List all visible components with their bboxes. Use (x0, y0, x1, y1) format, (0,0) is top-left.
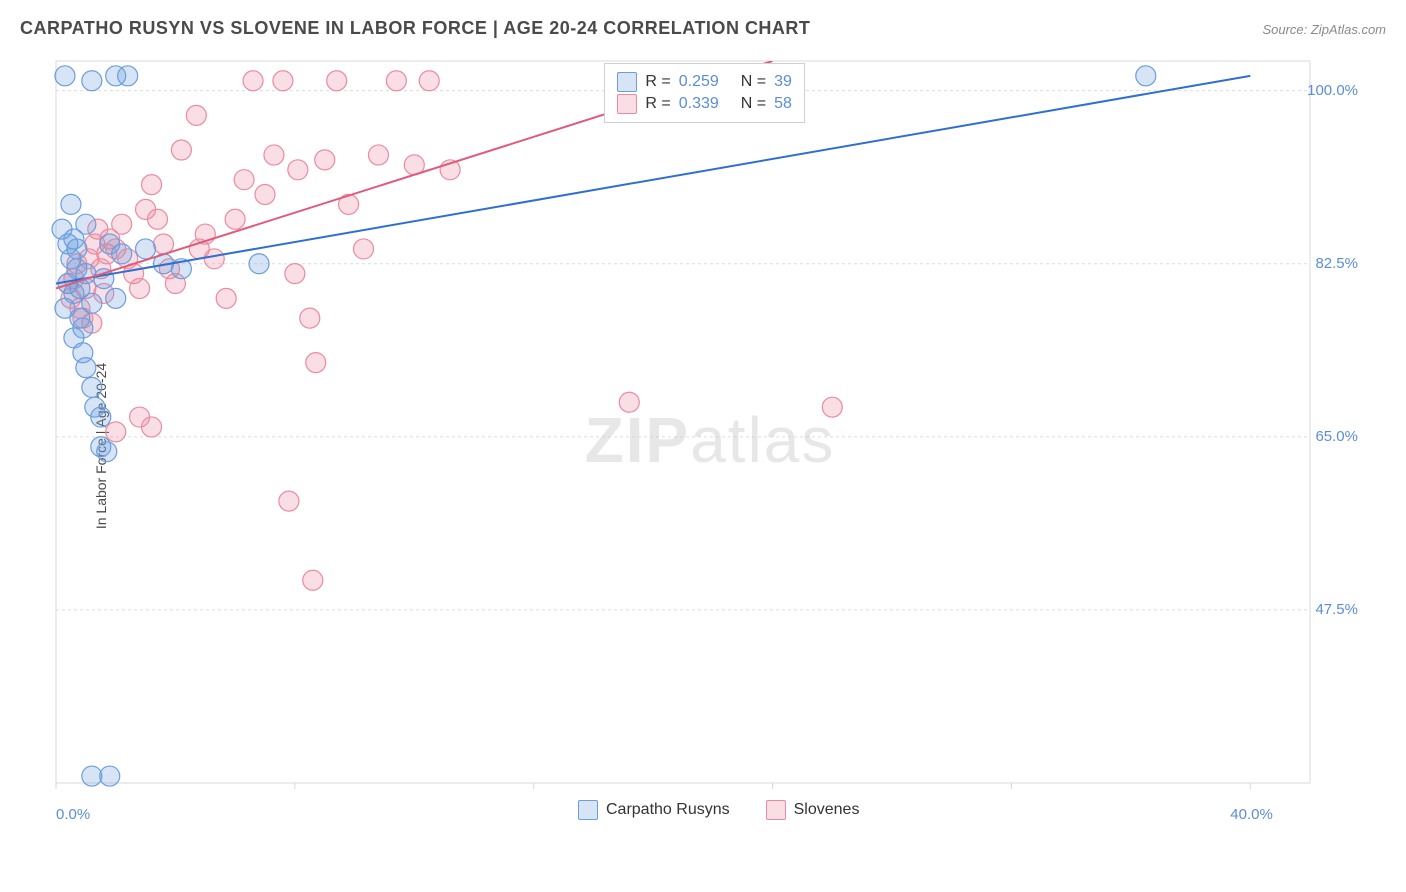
legend-row: R = 0.259N = 39 (617, 72, 792, 92)
y-tick-label: 47.5% (1315, 601, 1358, 618)
series-legend-label: Slovenes (794, 801, 860, 819)
y-tick-label: 82.5% (1315, 255, 1358, 272)
legend-swatch (617, 72, 637, 92)
chart-svg (50, 55, 1370, 825)
legend-swatch (766, 800, 786, 820)
series-legend-item: Carpatho Rusyns (578, 800, 730, 820)
source-label: Source: ZipAtlas.com (1262, 22, 1386, 37)
legend-swatch (578, 800, 598, 820)
legend-swatch (617, 94, 637, 114)
chart-title: CARPATHO RUSYN VS SLOVENE IN LABOR FORCE… (20, 18, 810, 39)
series-legend-item: Slovenes (766, 800, 860, 820)
series-legend-label: Carpatho Rusyns (606, 801, 730, 819)
correlation-legend: R = 0.259N = 39R = 0.339N = 58 (604, 63, 805, 123)
plot-area: ZIPatlas 47.5%65.0%82.5%100.0%0.0%40.0%R… (50, 55, 1370, 825)
y-tick-label: 65.0% (1315, 428, 1358, 445)
x-tick-label-left: 0.0% (56, 806, 90, 823)
series-legend: Carpatho Rusyns Slovenes (578, 800, 859, 820)
legend-row: R = 0.339N = 58 (617, 94, 792, 114)
y-tick-label: 100.0% (1307, 82, 1358, 99)
x-tick-label-right: 40.0% (1230, 806, 1273, 823)
chart-container: CARPATHO RUSYN VS SLOVENE IN LABOR FORCE… (0, 0, 1406, 892)
